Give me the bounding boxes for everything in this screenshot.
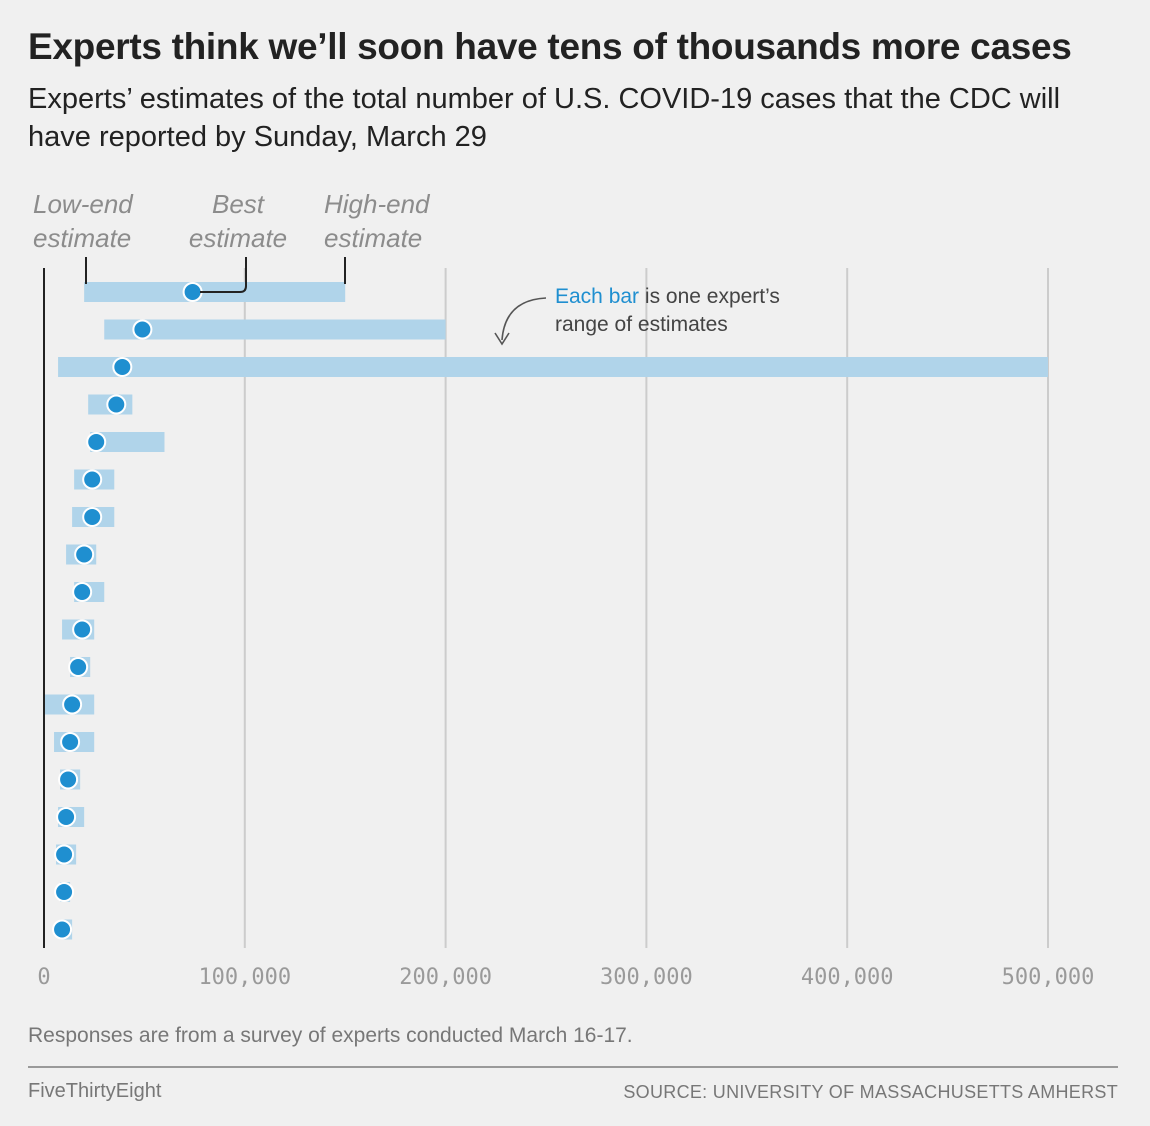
legend-high-line1: High-end — [324, 189, 431, 219]
footer-divider — [28, 1066, 1118, 1068]
annotation-highlight: Each bar — [555, 285, 639, 308]
gridlines — [243, 268, 1049, 948]
best-estimate-dot — [58, 769, 79, 790]
best-estimate-dot — [56, 807, 77, 827]
best-estimate-dot — [54, 844, 75, 865]
best-estimate-dot — [82, 507, 103, 527]
best-estimate-dot — [182, 282, 203, 302]
legend-key: Low-end estimate Best estimate High-end … — [33, 189, 431, 293]
brand-name: FiveThirtyEight — [28, 1080, 162, 1102]
x-tick-label: 300,000 — [600, 965, 693, 990]
source-credit: SOURCE: UNIVERSITY OF MASSACHUSETTS AMHE… — [623, 1082, 1118, 1102]
chart-subtitle: Experts’ estimates of the total number o… — [28, 83, 1061, 153]
best-estimate-dot — [74, 544, 95, 565]
range-bar — [58, 357, 1048, 377]
range-bar — [104, 319, 446, 340]
chart-title: Experts think we’ll soon have tens of th… — [28, 26, 1072, 67]
best-estimate-dot — [86, 432, 107, 452]
best-estimate-dot — [82, 469, 103, 490]
legend-high-line2: estimate — [324, 223, 422, 253]
x-tick-label: 400,000 — [801, 965, 894, 990]
legend-low-line2: estimate — [33, 223, 131, 253]
best-estimate-dot — [106, 394, 127, 415]
annotation-rest: is one expert’s — [639, 285, 780, 308]
x-tick-label: 200,000 — [399, 965, 492, 990]
legend-best-line2: estimate — [189, 223, 287, 253]
annotation-arrowhead — [494, 332, 510, 346]
best-estimate-dot — [68, 657, 89, 677]
best-estimate-dot — [112, 357, 133, 377]
legend-best-connector — [200, 257, 247, 293]
best-estimate-dot — [60, 732, 81, 752]
legend-low-line1: Low-end — [33, 189, 134, 219]
best-estimate-dot — [72, 582, 93, 602]
best-estimate-dot — [132, 319, 153, 340]
annotation-line1: Each bar is one expert’s — [555, 285, 780, 308]
x-tick-label: 500,000 — [1002, 965, 1095, 990]
footnote: Responses are from a survey of experts c… — [28, 1024, 633, 1047]
best-estimate-dot — [52, 919, 73, 940]
x-tick-label: 0 — [37, 965, 50, 990]
annotation-line2: range of estimates — [555, 313, 728, 336]
best-estimate-dots — [52, 282, 203, 940]
legend-best-line1: Best — [212, 189, 266, 219]
x-tick-label: 100,000 — [198, 965, 291, 990]
range-bars — [44, 282, 1048, 940]
range-bar — [90, 432, 165, 452]
best-estimate-dot — [72, 619, 93, 640]
annotation-arrow — [501, 297, 547, 341]
x-tick-labels: 0 100,000 200,000 300,000 400,000 500,000 — [37, 965, 1094, 990]
annotation: Each bar is one expert’s range of estima… — [494, 285, 780, 346]
best-estimate-dot — [62, 694, 83, 715]
best-estimate-dot — [54, 882, 75, 902]
